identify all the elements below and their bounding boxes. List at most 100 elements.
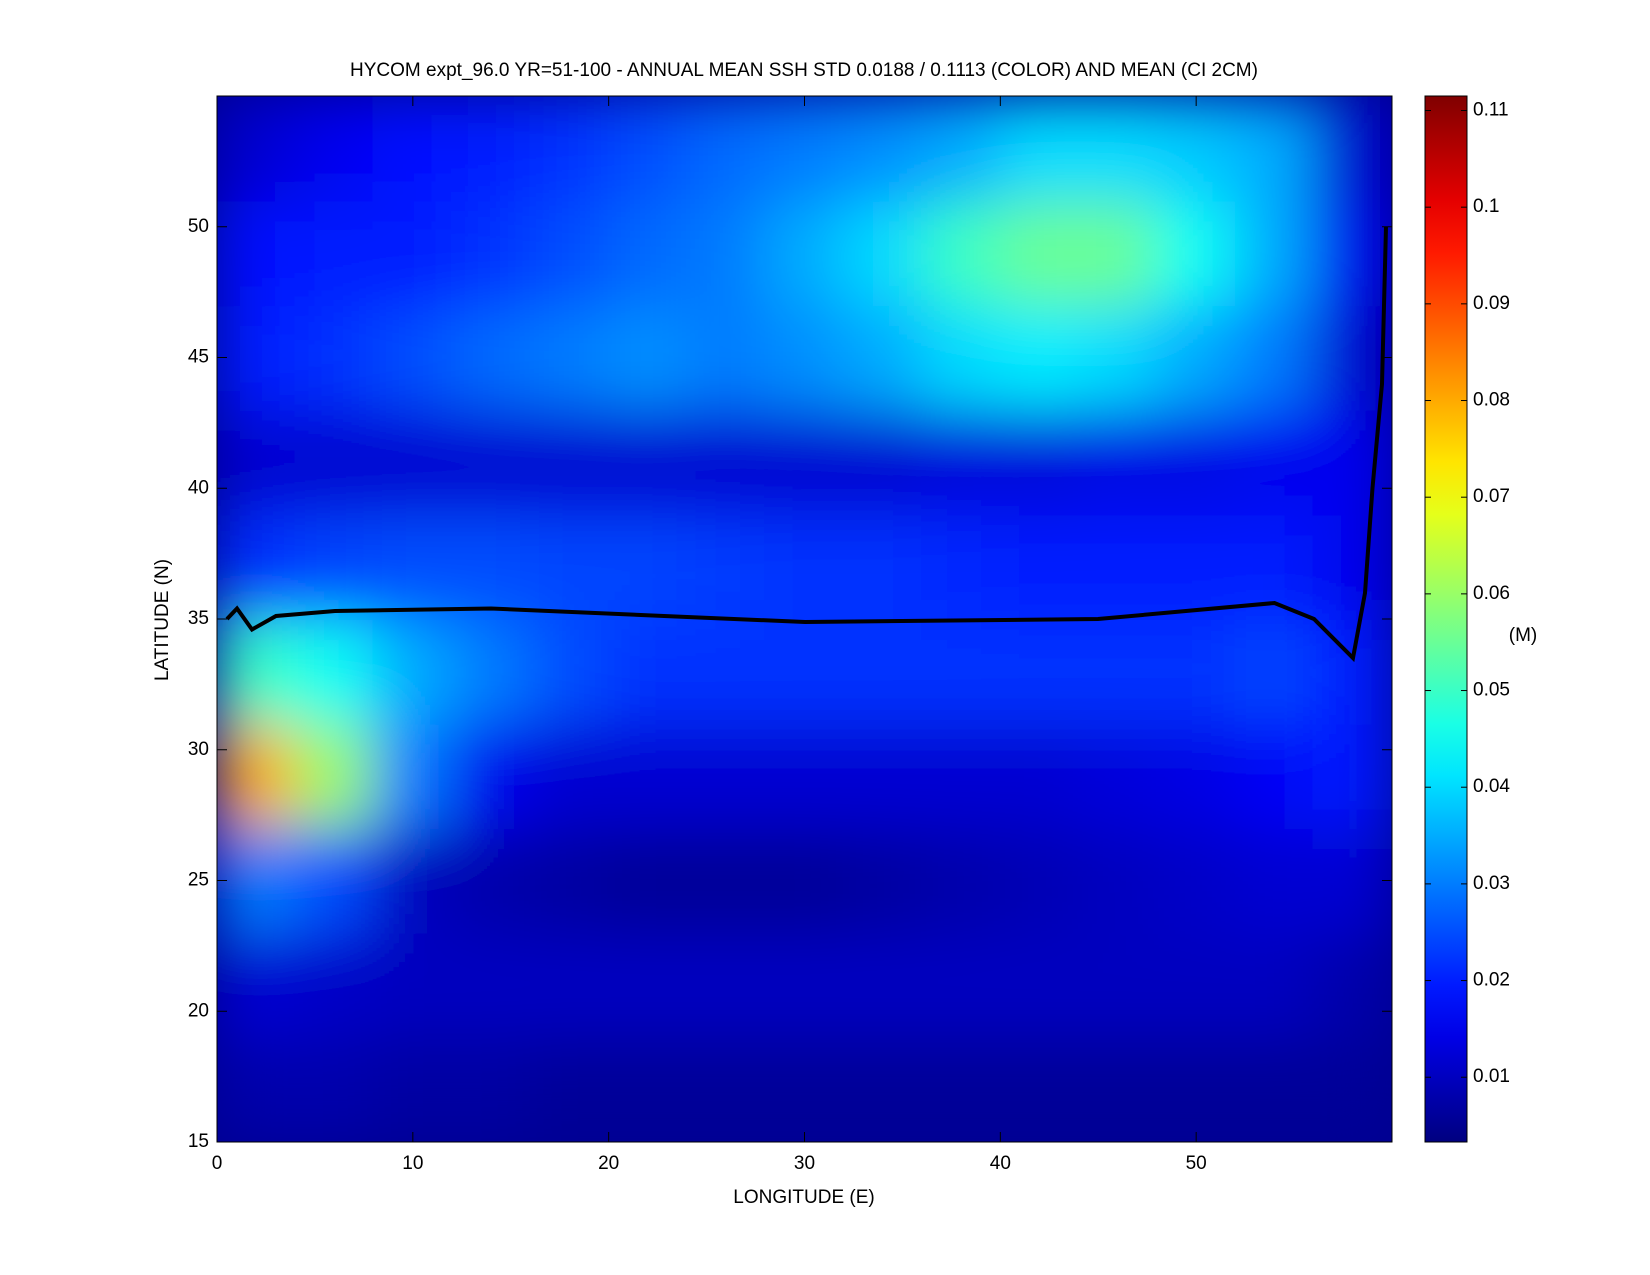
heatmap-cell: [372, 408, 453, 516]
heatmap-cell: [1312, 513, 1392, 620]
heatmap-cell: [607, 931, 688, 1039]
heatmap-cell: [294, 827, 375, 934]
heatmap-cell: [1234, 827, 1315, 934]
heatmap-cell: [1156, 722, 1237, 830]
heatmap-cell: [921, 931, 1002, 1039]
heatmap-cell: [1234, 931, 1315, 1039]
heatmap-cell: [686, 408, 767, 516]
zero-contour: [225, 226, 1388, 663]
heatmap-cell: [372, 618, 453, 725]
heatmap-cell: [764, 827, 845, 934]
heatmap-cell: [607, 618, 688, 725]
heatmap-cell: [451, 827, 532, 934]
heatmap-cell: [764, 1036, 845, 1142]
heatmap-cell: [1312, 304, 1392, 411]
heatmap-cell: [999, 1036, 1080, 1142]
colorbar-tick-label: 0.02: [1473, 970, 1510, 991]
y-tick-label: 20: [188, 1000, 209, 1021]
y-tick-label: 25: [188, 870, 209, 891]
heatmap: [217, 96, 1392, 1142]
heatmap-cell: [1234, 408, 1315, 516]
heatmap-cell: [764, 513, 845, 620]
x-tick-label: 40: [990, 1153, 1011, 1174]
heatmap-cell: [607, 304, 688, 411]
y-tick-label: 50: [188, 216, 209, 237]
heatmap-cell: [686, 304, 767, 411]
heatmap-cell: [1077, 1036, 1158, 1142]
heatmap-cell: [1156, 408, 1237, 516]
heatmap-cell: [372, 722, 453, 830]
heatmap-cell: [764, 199, 845, 307]
heatmap-cell: [372, 931, 453, 1039]
heatmap-cell: [217, 513, 297, 620]
heatmap-cell: [451, 96, 532, 202]
x-tick-label: 0: [212, 1153, 223, 1174]
heatmap-cell: [999, 931, 1080, 1039]
heatmap-cell: [217, 199, 297, 307]
heatmap-cell: [217, 304, 297, 411]
heatmap-cell: [999, 827, 1080, 934]
heatmap-cell: [217, 96, 297, 202]
heatmap-cell: [999, 199, 1080, 307]
heatmap-cell: [372, 304, 453, 411]
heatmap-cell: [686, 618, 767, 725]
heatmap-cell: [529, 408, 610, 516]
heatmap-cell: [1077, 513, 1158, 620]
heatmap-cell: [451, 408, 532, 516]
heatmap-cell: [1077, 96, 1158, 202]
heatmap-cell: [764, 304, 845, 411]
colorbar-tick-label: 0.01: [1473, 1066, 1510, 1087]
x-tick-label: 20: [598, 1153, 619, 1174]
heatmap-cell: [529, 1036, 610, 1142]
heatmap-cell: [686, 1036, 767, 1142]
heatmap-cell: [921, 199, 1002, 307]
heatmap-cell: [607, 827, 688, 934]
heatmap-cell: [1077, 304, 1158, 411]
heatmap-cell: [921, 304, 1002, 411]
y-tick-label: 30: [188, 739, 209, 760]
heatmap-cell: [607, 408, 688, 516]
heatmap-cell: [842, 199, 923, 307]
heatmap-cell: [686, 96, 767, 202]
heatmap-cell: [217, 1036, 297, 1142]
heatmap-cell: [451, 304, 532, 411]
heatmap-cell: [217, 408, 297, 516]
heatmap-cell: [686, 513, 767, 620]
x-axis-label: LONGITUDE (E): [733, 1187, 874, 1208]
heatmap-cell: [1156, 96, 1237, 202]
y-axis-label: LATITUDE (N): [152, 559, 173, 681]
heatmap-cell: [529, 931, 610, 1039]
colorbar: [1424, 95, 1468, 1143]
y-tick-label: 45: [188, 347, 209, 368]
heatmap-cell: [999, 408, 1080, 516]
heatmap-cell: [294, 96, 375, 202]
heatmap-cell: [999, 96, 1080, 202]
heatmap-cell: [1156, 618, 1237, 725]
heatmap-cell: [451, 199, 532, 307]
heatmap-cell: [294, 199, 375, 307]
chart-title: HYCOM expt_96.0 YR=51-100 - ANNUAL MEAN …: [350, 60, 1258, 81]
heatmap-cell: [451, 513, 532, 620]
heatmap-cell: [1156, 513, 1237, 620]
heatmap-cell: [1312, 931, 1392, 1039]
heatmap-cell: [372, 199, 453, 307]
heatmap-cell: [1312, 722, 1392, 830]
heatmap-cell: [999, 722, 1080, 830]
heatmap-cell: [1077, 408, 1158, 516]
heatmap-cell: [1234, 199, 1315, 307]
colorbar-tick-label: 0.04: [1473, 776, 1510, 797]
heatmap-cell: [294, 408, 375, 516]
heatmap-cell: [764, 722, 845, 830]
heatmap-cell: [764, 408, 845, 516]
colorbar-label: (M): [1509, 625, 1537, 646]
colorbar-tick-label: 0.1: [1473, 196, 1499, 217]
colorbar-tick-label: 0.07: [1473, 486, 1510, 507]
heatmap-cell: [294, 513, 375, 620]
heatmap-cell: [921, 513, 1002, 620]
heatmap-cell: [1312, 96, 1392, 202]
heatmap-cell: [764, 618, 845, 725]
heatmap-cell: [294, 1036, 375, 1142]
heatmap-cell: [1234, 96, 1315, 202]
x-tick-label: 30: [794, 1153, 815, 1174]
